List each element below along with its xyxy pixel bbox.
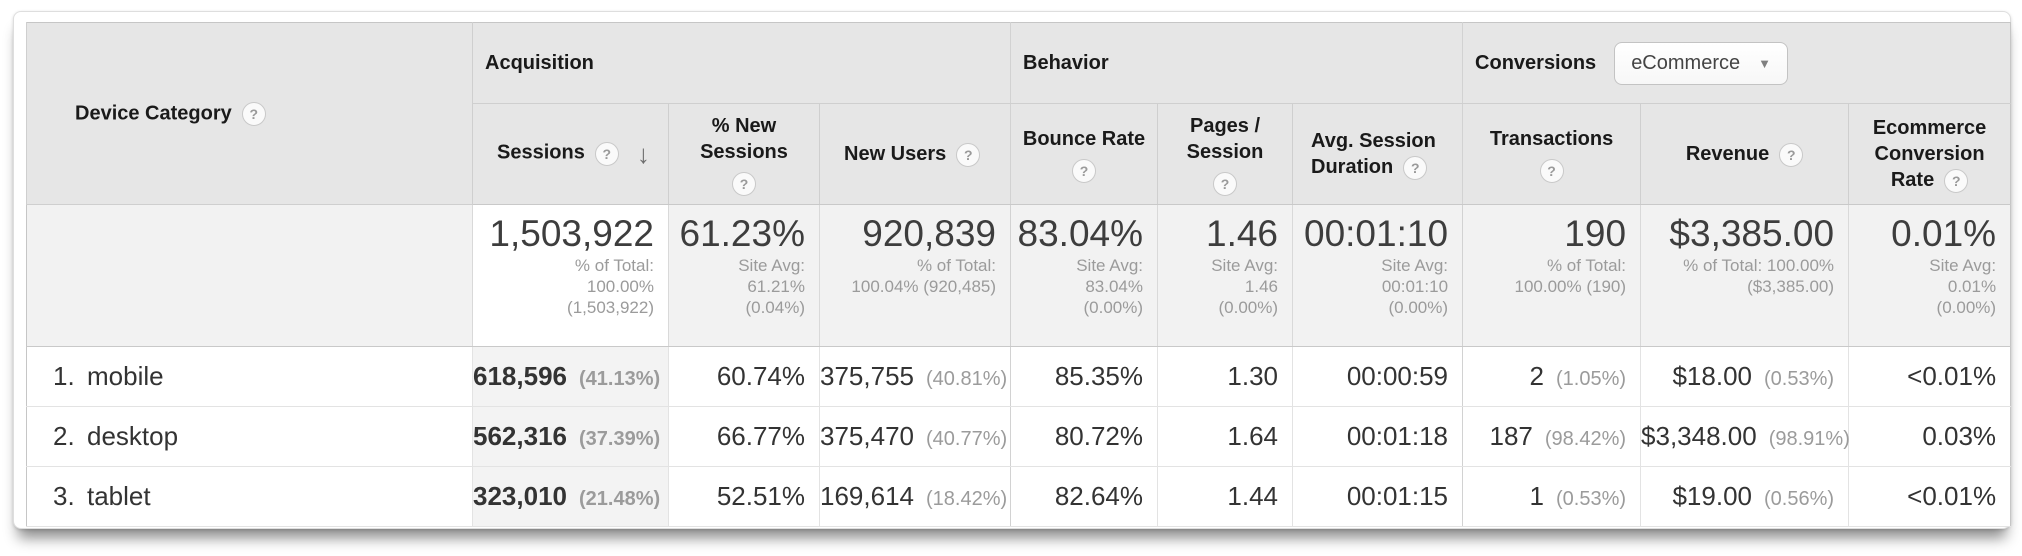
table-row: 1. mobile 618,596 (41.13%) 60.74% 375,755(… xyxy=(26,346,2011,407)
column-header-new-users[interactable]: New Users? xyxy=(818,103,1011,205)
cell-bounce-rate: 82.64% xyxy=(1010,466,1158,527)
cell-device: 1. mobile xyxy=(26,346,473,407)
help-icon[interactable]: ? xyxy=(1213,171,1238,196)
help-icon[interactable]: ? xyxy=(1944,169,1969,194)
conversions-goal-dropdown[interactable]: eCommerce ▼ xyxy=(1614,41,1788,85)
column-header-pages-session[interactable]: Pages / Session ? xyxy=(1157,103,1293,205)
summary-pages-session: 1.46 Site Avg: 1.46 (0.00%) xyxy=(1157,204,1293,347)
device-category-table: Device Category? Acquisition Behavior Co… xyxy=(26,22,2012,527)
cell-new-sessions: 52.51% xyxy=(668,466,820,527)
summary-transactions: 190 % of Total: 100.00% (190) xyxy=(1462,204,1641,347)
column-header-bounce-rate[interactable]: Bounce Rate ? xyxy=(1010,103,1158,205)
cell-device: 2. desktop xyxy=(26,406,473,467)
help-icon[interactable]: ? xyxy=(1539,158,1564,183)
help-icon[interactable]: ? xyxy=(1779,143,1804,168)
conversions-goal-value: eCommerce xyxy=(1631,51,1741,74)
help-icon[interactable]: ? xyxy=(956,143,981,168)
cell-pages-session: 1.30 xyxy=(1157,346,1293,407)
cell-new-users: 169,614 (18.42%) xyxy=(818,466,1011,527)
cell-sessions: 618,596 (41.13%) xyxy=(472,346,669,407)
column-header-avg-duration[interactable]: Avg. Session Duration? xyxy=(1292,103,1463,205)
sort-descending-icon[interactable]: ↓ xyxy=(636,138,650,169)
summary-new-sessions: 61.23% Site Avg: 61.21% (0.04%) xyxy=(668,204,820,347)
cell-avg-duration: 00:00:59 xyxy=(1292,346,1463,407)
cell-revenue: $3,348.00 (98.91%) xyxy=(1640,406,1850,467)
group-header-acquisition: Acquisition xyxy=(471,22,1011,104)
table-row: 2. desktop 562,316 (37.39%) 66.77% 375,470… xyxy=(26,406,2011,467)
cell-bounce-rate: 85.35% xyxy=(1010,346,1158,407)
cell-revenue: $18.00 (0.53%) xyxy=(1640,346,1849,407)
summary-new-users: 920,839 % of Total: 100.04% (920,485) xyxy=(818,204,1011,347)
help-icon[interactable]: ? xyxy=(241,101,266,126)
cell-avg-duration: 00:01:18 xyxy=(1292,406,1463,467)
column-header-transactions[interactable]: Transactions ? xyxy=(1462,103,1641,205)
cell-new-sessions: 66.77% xyxy=(668,406,820,467)
cell-ecommerce-conversion-rate: 0.03% xyxy=(1848,406,2011,467)
group-header-conversions: Conversions eCommerce ▼ xyxy=(1462,22,2011,104)
summary-ecommerce-conversion-rate: 0.01% Site Avg: 0.01% (0.00%) xyxy=(1848,204,2011,347)
summary-revenue: $3,385.00 % of Total: 100.00% ($3,385.00… xyxy=(1640,204,1849,347)
conversions-label: Conversions xyxy=(1475,51,1597,74)
cell-new-users: 375,755 (40.81%) xyxy=(818,346,1011,407)
summary-row: 1,503,922 % of Total: 100.00% (1,503,922… xyxy=(26,204,2011,347)
column-header-new-sessions[interactable]: % New Sessions ? xyxy=(668,103,820,205)
cell-new-users: 375,470 (40.77%) xyxy=(818,406,1011,467)
help-icon[interactable]: ? xyxy=(594,142,619,166)
column-header-revenue[interactable]: Revenue? xyxy=(1640,103,1849,205)
cell-sessions: 323,010 (21.48%) xyxy=(472,466,669,527)
cell-sessions: 562,316 (37.39%) xyxy=(472,406,669,467)
group-header-behavior: Behavior xyxy=(1010,22,1463,104)
device-label[interactable]: desktop xyxy=(87,421,179,451)
dropdown-arrow-icon: ▼ xyxy=(1758,55,1771,71)
table-row: 3. tablet 323,010 (21.48%) 52.51% 169,614(… xyxy=(26,466,2011,527)
cell-pages-session: 1.44 xyxy=(1157,466,1293,527)
cell-ecommerce-conversion-rate: <0.01% xyxy=(1848,346,2011,407)
cell-bounce-rate: 80.72% xyxy=(1010,406,1158,467)
behavior-label: Behavior xyxy=(1023,51,1109,74)
cell-transactions: 187 (98.42%) xyxy=(1462,406,1641,467)
cell-ecommerce-conversion-rate: <0.01% xyxy=(1848,466,2011,527)
report-card: Device Category? Acquisition Behavior Co… xyxy=(13,11,2012,529)
cell-device: 3. tablet xyxy=(26,466,473,527)
device-label[interactable]: mobile xyxy=(87,361,164,391)
summary-bounce-rate: 83.04% Site Avg: 83.04% (0.00%) xyxy=(1010,204,1158,347)
cell-avg-duration: 00:01:15 xyxy=(1292,466,1463,527)
summary-avg-duration: 00:01:10 Site Avg: 00:01:10 (0.00%) xyxy=(1292,204,1463,347)
cell-transactions: 1 (0.53%) xyxy=(1462,466,1641,527)
help-icon[interactable]: ? xyxy=(1403,156,1428,181)
device-label[interactable]: tablet xyxy=(87,481,151,511)
cell-transactions: 2 (1.05%) xyxy=(1462,346,1641,407)
help-icon[interactable]: ? xyxy=(1072,158,1097,183)
column-header-ecommerce-conversion-rate[interactable]: Ecommerce Conversion Rate? xyxy=(1848,103,2011,205)
column-header-sessions[interactable]: Sessions? ↓ xyxy=(472,103,669,205)
column-header-device-category: Device Category? xyxy=(26,22,473,205)
device-category-label: Device Category xyxy=(75,101,232,124)
acquisition-label: Acquisition xyxy=(485,51,594,74)
cell-pages-session: 1.64 xyxy=(1157,406,1293,467)
help-icon[interactable]: ? xyxy=(732,171,756,196)
summary-device-cell xyxy=(26,204,473,347)
summary-sessions: 1,503,922 % of Total: 100.00% (1,503,922… xyxy=(472,204,669,347)
cell-new-sessions: 60.74% xyxy=(668,346,820,407)
cell-revenue: $19.00 (0.56%) xyxy=(1640,466,1849,527)
